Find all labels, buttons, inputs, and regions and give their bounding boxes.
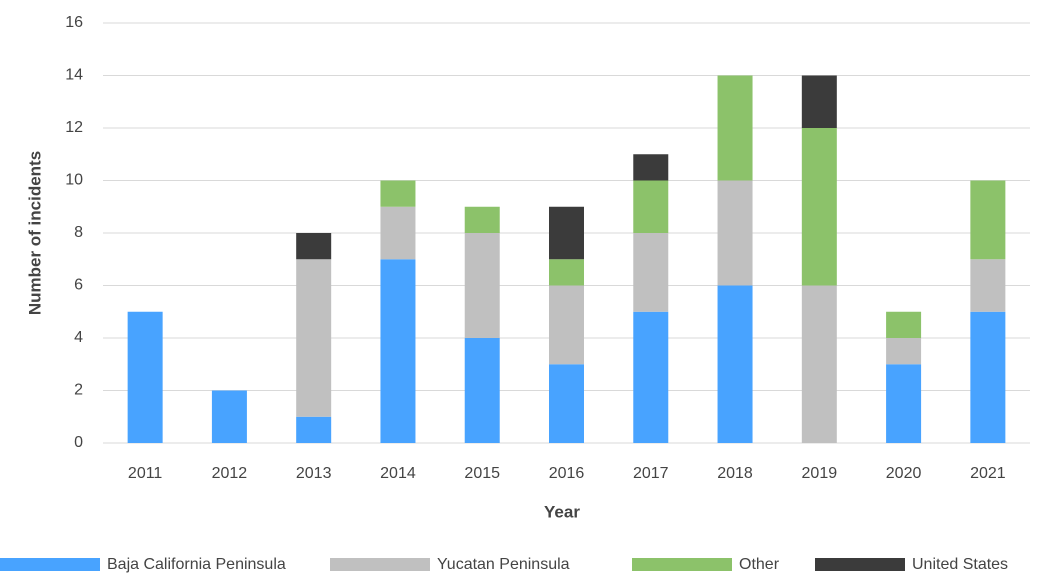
x-tick-label: 2020 [886,465,922,482]
legend-swatch [0,558,100,571]
x-tick-label: 2015 [464,465,500,482]
bar-segment [633,233,669,312]
bar-segment [296,416,332,443]
x-tick-label: 2014 [380,465,416,482]
x-tick-label: 2013 [296,465,332,482]
bar-segment [886,311,922,338]
x-tick-label: 2018 [717,465,753,482]
legend-label: Yucatan Peninsula [437,556,570,573]
bar-segment [717,285,753,443]
y-tick-label: 14 [65,67,83,84]
x-tick-label: 2011 [128,465,163,482]
y-tick-label: 2 [74,382,83,399]
bar-segment [801,285,837,443]
bar-segment [633,154,669,181]
bar-segment [886,364,922,443]
bar-segment [464,338,500,443]
bar-segment [549,364,584,443]
bar-segment [380,259,416,443]
x-tick-label: 2012 [212,465,248,482]
bar-segment [549,206,584,260]
legend-swatch [330,558,430,571]
bar-segment [380,206,416,260]
bar-segment [970,180,1006,260]
y-tick-label: 6 [74,277,83,294]
bar-segment [633,311,669,443]
y-tick-label: 12 [65,119,83,136]
bar-segment [801,75,837,128]
legend-label: Other [739,556,780,573]
bar-segment [464,233,500,338]
bar-segment [633,180,669,233]
y-axis-title: Number of incidents [25,151,44,315]
legend-label: United States [912,556,1008,573]
bar-segment [886,338,922,365]
legend-swatch [815,558,905,571]
x-tick-label: 2017 [633,465,669,482]
bar-segment [464,206,500,233]
bar-segment [549,259,584,286]
x-tick-label: 2016 [549,465,585,482]
bar-segment [296,259,332,417]
y-tick-label: 16 [65,14,83,31]
y-tick-label: 0 [74,434,83,451]
x-tick-label: 2021 [970,465,1006,482]
bar-segment [380,180,416,207]
y-tick-label: 10 [65,172,83,189]
bar-segment [970,259,1006,312]
bar-segment [801,128,837,286]
bar-segment [717,75,753,181]
x-tick-label: 2019 [802,465,838,482]
legend-swatch [632,558,732,571]
bar-segment [296,233,332,260]
y-tick-label: 8 [74,224,83,241]
bar-segment [549,285,584,365]
bar-segment [717,180,753,286]
y-tick-label: 4 [74,329,83,346]
bar-segment [211,390,247,443]
x-axis-title: Year [544,502,580,521]
legend-label: Baja California Peninsula [107,556,286,573]
bar-segment [970,311,1006,443]
bar-segment [127,311,163,443]
